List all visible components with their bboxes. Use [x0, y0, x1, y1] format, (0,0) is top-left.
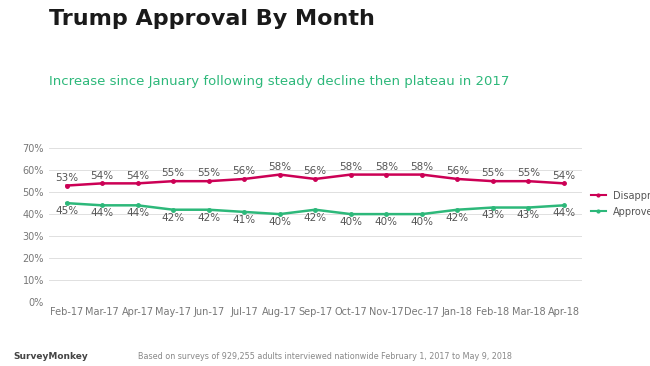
- Text: 44%: 44%: [552, 208, 575, 218]
- Text: Based on surveys of 929,255 adults interviewed nationwide February 1, 2017 to Ma: Based on surveys of 929,255 adults inter…: [138, 351, 512, 361]
- Text: 56%: 56%: [446, 166, 469, 176]
- Text: 40%: 40%: [339, 217, 362, 227]
- Text: 54%: 54%: [90, 171, 114, 180]
- Text: 42%: 42%: [197, 213, 220, 223]
- Text: 41%: 41%: [233, 215, 255, 225]
- Text: 54%: 54%: [126, 171, 149, 180]
- Text: 40%: 40%: [375, 217, 398, 227]
- Text: 58%: 58%: [375, 162, 398, 172]
- Text: 55%: 55%: [517, 168, 540, 178]
- Text: 58%: 58%: [339, 162, 362, 172]
- Text: 55%: 55%: [162, 168, 185, 178]
- Text: 43%: 43%: [517, 210, 540, 220]
- Text: 56%: 56%: [304, 166, 327, 176]
- Text: 54%: 54%: [552, 171, 575, 180]
- Text: 44%: 44%: [126, 208, 149, 218]
- Text: 55%: 55%: [197, 168, 220, 178]
- Text: 58%: 58%: [410, 162, 434, 172]
- Text: 43%: 43%: [482, 210, 504, 220]
- Text: 56%: 56%: [233, 166, 255, 176]
- Text: 55%: 55%: [482, 168, 504, 178]
- Text: 45%: 45%: [55, 206, 78, 216]
- Legend: Disapprove, Approve: Disapprove, Approve: [587, 187, 650, 221]
- Text: SurveyMonkey: SurveyMonkey: [13, 351, 88, 361]
- Text: 42%: 42%: [446, 213, 469, 223]
- Text: 40%: 40%: [410, 217, 434, 227]
- Text: 58%: 58%: [268, 162, 291, 172]
- Text: 40%: 40%: [268, 217, 291, 227]
- Text: Trump Approval By Month: Trump Approval By Month: [49, 9, 374, 29]
- Text: 42%: 42%: [162, 213, 185, 223]
- Text: Increase since January following steady decline then plateau in 2017: Increase since January following steady …: [49, 75, 509, 88]
- Text: 53%: 53%: [55, 173, 78, 183]
- Text: 44%: 44%: [90, 208, 114, 218]
- Text: 42%: 42%: [304, 213, 327, 223]
